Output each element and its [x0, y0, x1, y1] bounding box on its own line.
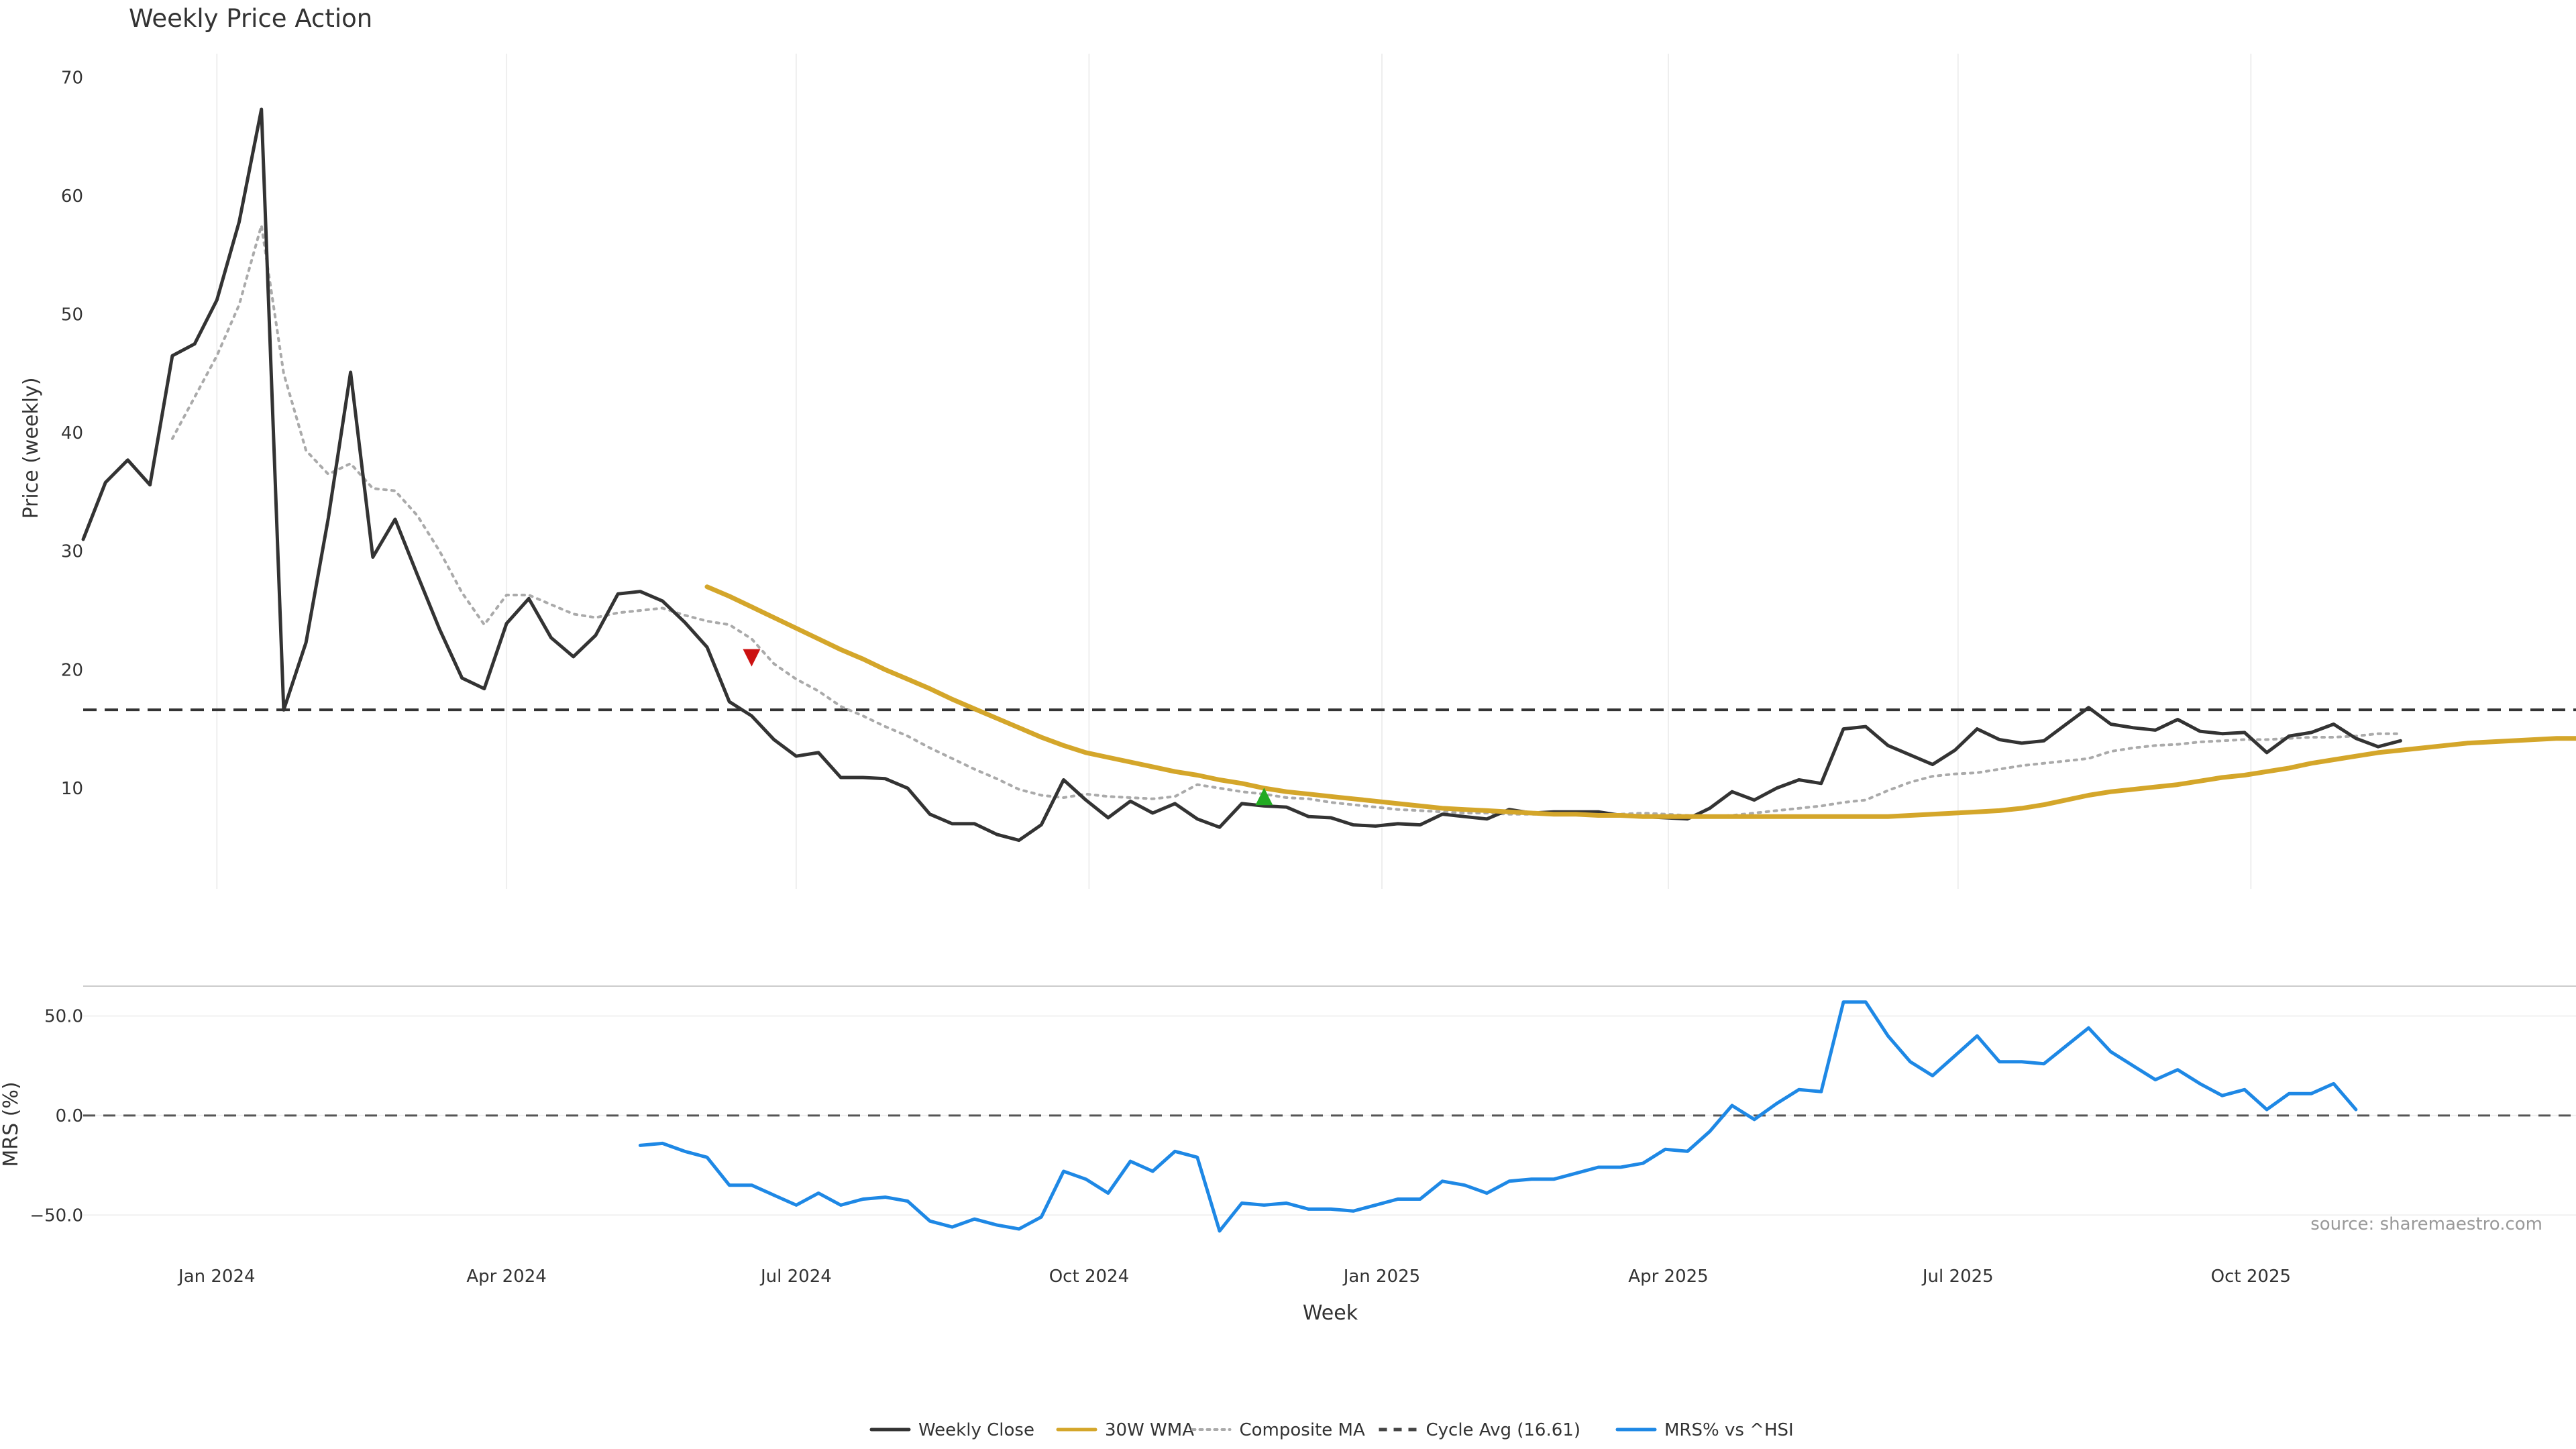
price-y-tick-label: 70: [61, 68, 83, 88]
price-y-ticks: 10 20 30 40 50 60 70: [61, 68, 83, 799]
price-grid: [216, 54, 2252, 889]
x-ticks: Jan 2024 Apr 2024 Jul 2024 Oct 2024 Jan 2025…: [177, 1267, 2291, 1287]
price-y-tick-label: 60: [61, 186, 83, 207]
x-tick-label: Jul 2024: [759, 1267, 832, 1287]
series-composite-ma: [170, 224, 2402, 818]
buy-signal-marker: [1255, 788, 1273, 806]
price-y-tick-label: 20: [61, 660, 83, 680]
chart-title: Weekly Price Action: [129, 4, 372, 33]
source-note: source: sharemaestro.com: [2310, 1214, 2542, 1234]
price-y-axis-label: Price (weekly): [19, 377, 43, 519]
x-tick-label: Apr 2025: [1628, 1267, 1708, 1287]
legend-label: Weekly Close: [918, 1420, 1034, 1440]
series-weekly-close: [81, 107, 2402, 843]
x-tick-label: Jan 2025: [1342, 1267, 1421, 1287]
series-mrs: [638, 1000, 2358, 1233]
price-y-tick-label: 30: [61, 542, 83, 562]
mrs-y-axis-label: MRS (%): [0, 1081, 23, 1167]
legend-label: MRS% vs ^HSI: [1664, 1420, 1794, 1440]
legend-label: Composite MA: [1240, 1420, 1365, 1440]
mrs-y-tick-label: 0.0: [56, 1106, 83, 1126]
x-tick-label: Jul 2025: [1921, 1267, 1994, 1287]
legend-label: Cycle Avg (16.61): [1426, 1420, 1580, 1440]
price-y-tick-label: 50: [61, 305, 83, 325]
mrs-series: [638, 1000, 2358, 1233]
legend: Weekly Close 30W WMA Composite MA Cycle Avg…: [869, 1420, 1794, 1440]
mrs-y-tick-label: 50.0: [44, 1007, 83, 1027]
x-tick-label: Oct 2024: [1049, 1267, 1129, 1287]
price-y-tick-label: 10: [61, 779, 83, 799]
price-series: [81, 107, 2576, 843]
mrs-y-tick-label: −50.0: [30, 1205, 83, 1226]
x-tick-label: Jan 2024: [177, 1267, 256, 1287]
mrs-y-ticks: −50.0 0.0 50.0: [30, 1007, 83, 1226]
signal-markers: [743, 649, 1273, 806]
series-30w-wma: [704, 584, 2576, 819]
legend-label: 30W WMA: [1105, 1420, 1194, 1440]
sell-signal-marker: [743, 649, 761, 667]
price-y-tick-label: 40: [61, 423, 83, 443]
x-tick-label: Oct 2025: [2211, 1267, 2291, 1287]
x-axis-label: Week: [1303, 1301, 1358, 1325]
x-tick-label: Apr 2024: [466, 1267, 546, 1287]
